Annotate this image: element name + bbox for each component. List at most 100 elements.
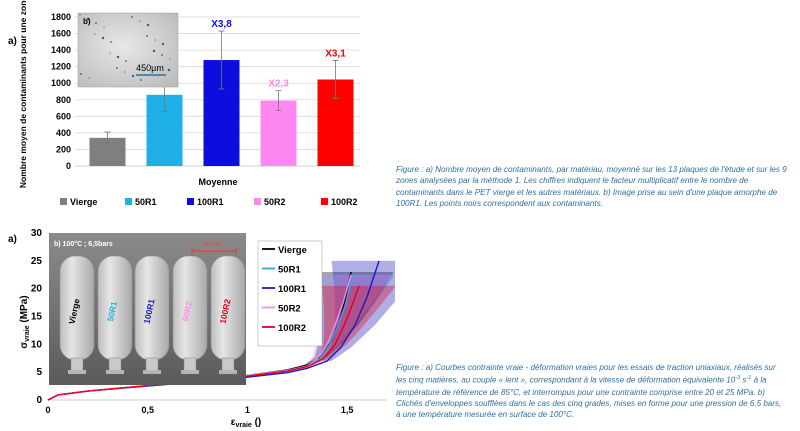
micrograph-label: b) [83,17,91,26]
contaminant-dot [86,17,90,21]
y-tick-label: 600 [56,111,71,121]
contaminant-dot [161,42,165,46]
y-tick-label: 1200 [51,62,71,72]
scale-bar-label: 450µm [136,63,164,73]
legend-label: 100R2 [278,323,306,334]
contaminant-dot [125,60,127,62]
contaminant-dot [94,33,96,35]
contaminant-dot [80,73,82,75]
bottle-neck [145,357,159,373]
bar-legend: Vierge 50R1 100R1 50R2 100R2 [60,197,358,207]
curve-legend: Vierge 50R1 100R1 50R2 100R2 [257,240,323,347]
bottle: 50R2 [172,255,208,374]
y-tick-label: 1600 [51,29,71,39]
x-tick-label: 1 [245,405,250,415]
legend-label: Vierge [278,245,307,256]
bar-annotation: X2,3 [268,79,289,90]
contaminant-dot [161,54,163,56]
x-tick-label: 0,5 [141,405,154,415]
contaminant-dot [167,68,171,72]
photo-scale-label: 10 cm [203,241,221,248]
legend-label: Vierge [70,197,97,207]
contaminant-dot [101,36,105,40]
bottle-neck [108,357,122,373]
bottle: 100R2 [210,255,246,374]
contaminant-dot [109,52,111,54]
legend-label: 100R2 [331,197,358,207]
x-tick-label: 1,5 [341,405,354,415]
contaminant-dot [116,67,118,69]
contaminant-dot [131,16,133,18]
legend-swatch [125,198,132,205]
contaminant-dot [140,79,142,81]
contaminant-dot [79,14,81,16]
band-Vierge [304,271,394,365]
y-tick-label: 30 [31,228,43,239]
top-caption: Figure : a) Nombre moyen de contaminants… [396,165,787,209]
curve-lines [47,260,380,401]
legend-label: 50R1 [135,197,157,207]
bottle: 50R1 [97,255,133,374]
contaminant-dot [131,74,135,78]
contaminant-dot [154,39,156,41]
bar-annotation: X3,1 [325,48,346,59]
contaminant-dot [88,77,90,79]
bottle-ring [181,370,199,374]
bottle-neck [70,357,84,373]
bar-50R2 [260,100,297,166]
top-x-axis-label: Moyenne [198,177,237,187]
bar-y-ticks: 0 200 400 600 800 1000 1200 1400 1600 1800 [51,12,71,171]
contaminant-dot [146,23,150,27]
y-tick-label: 200 [56,144,71,154]
contaminant-dot [169,58,171,60]
contaminant-dot [95,22,97,24]
bottle-ring [106,370,124,374]
contaminant-dot [152,49,156,53]
bar-chart: a) Nombre moyen de contaminants pour une… [8,0,360,207]
bottom-panel-label: a) [8,234,17,245]
legend-swatch [187,198,194,205]
legend-label: 100R1 [278,284,307,295]
photo-label: b) 100°C ; 6,5bars [54,240,113,248]
bottle-label: 50R1 [105,300,119,322]
bottle-ring [143,370,161,374]
bottle-label: 50R2 [180,300,194,322]
bars: X2,5X3,8X2,3X3,1 [89,19,354,166]
legend-label: 50R2 [278,304,301,315]
contaminant-dot [116,55,120,59]
contaminant-dot [146,35,148,37]
y-tick-label: 1800 [51,12,71,22]
y-tick-label: 25 [31,256,43,267]
bottom-y-axis-label: σvraie (MPa) [19,295,31,348]
y-tick-label: 20 [31,284,43,295]
y-tick-label: 400 [56,128,71,138]
bottle: Vierge [59,255,95,374]
legend-label: 50R2 [264,197,286,207]
bottom-x-axis-label: εvraie () [231,417,262,429]
stress-strain-chart: a) σvraie (MPa) εvraie () 0 0,5 1 1,5 0 5 10 15… [8,228,395,429]
y-tick-label: 0 [36,395,42,406]
y-tick-label: 15 [31,312,43,323]
contaminant-dot [124,71,126,73]
bar-annotation: X3,8 [211,19,232,30]
top-panel-label: a) [8,36,17,47]
top-y-axis-label: Nombre moyen de contaminants pour une zo… [18,0,28,188]
micrograph-inset: b) 450µm [77,12,179,88]
contaminant-dots [79,14,171,81]
y-tick-label: 1400 [51,45,71,55]
band-100R1 [322,260,395,362]
legend-label: 100R1 [197,197,224,207]
y-tick-label: 0 [66,161,71,171]
bottom-caption: Figure : a) Courbes contrainte vraie - d… [396,363,782,420]
curve-100R2 [47,285,360,401]
legend-swatch [60,198,67,205]
contaminant-dot [103,26,105,28]
x-tick-label: 0 [45,405,50,415]
bottle-ring [68,370,86,374]
bottle: 100R1 [134,255,170,374]
contaminant-dot [139,20,141,22]
legend-swatch [254,198,261,205]
curve-ticks: 0 0,5 1 1,5 0 5 10 15 20 25 30 [31,228,387,415]
legend-swatch [321,198,328,205]
bottles: Vierge 50R1 100R1 50R2 100R2 [59,255,246,374]
